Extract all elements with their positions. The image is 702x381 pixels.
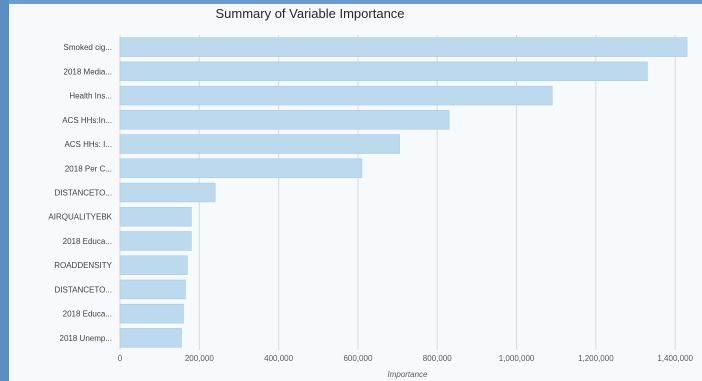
bar (119, 158, 363, 179)
category-label: 2018 Per C... (65, 164, 112, 173)
category-label: 2018 Educa... (63, 237, 112, 246)
category-labels: Smoked cig... 2018 Media... Health Ins... A… (48, 43, 112, 343)
category-label: ACS HHs: I... (64, 140, 112, 149)
bar (119, 231, 192, 251)
bar (119, 182, 216, 203)
x-tick-label: 600,000 (343, 354, 372, 363)
x-tick-labels: 0 200,000 400,000 600,000 800,000 1,000,000 1,… (118, 354, 694, 363)
bars (119, 37, 688, 348)
bar (119, 61, 648, 82)
x-tick-label: 1,200,000 (578, 354, 614, 363)
category-label: Health Ins... (69, 92, 112, 101)
category-label: ROADDENSITY (54, 261, 112, 270)
bar (119, 279, 186, 300)
bar (119, 303, 184, 324)
category-label: ACS HHs:In... (62, 116, 112, 125)
x-axis-title: Importance (387, 370, 428, 379)
x-tick-label: 800,000 (423, 354, 452, 363)
category-label: Smoked cig... (64, 43, 112, 52)
category-label: DISTANCETO... (55, 285, 113, 294)
bar (119, 206, 192, 227)
x-tick-label: 200,000 (185, 354, 214, 363)
category-label: 2018 Educa... (63, 310, 112, 319)
window-left-border (0, 0, 9, 381)
bar (119, 328, 182, 348)
window-top-border (0, 0, 702, 4)
chart-title: Summary of Variable Importance (215, 6, 405, 21)
x-tick-label: 400,000 (264, 354, 293, 363)
bar (119, 85, 553, 106)
bar (119, 110, 450, 130)
category-label: 2018 Media... (64, 67, 112, 76)
bar (119, 255, 188, 275)
category-label: AIRQUALITYEBK (48, 213, 112, 222)
category-label: 2018 Unemp... (60, 334, 112, 343)
bar (119, 134, 400, 154)
x-tick-label: 1,000,000 (499, 354, 535, 363)
x-tick-label: 1,400,000 (657, 354, 693, 363)
x-tick-label: 0 (118, 354, 123, 363)
bar (119, 37, 688, 57)
category-label: DISTANCETO... (55, 189, 113, 198)
